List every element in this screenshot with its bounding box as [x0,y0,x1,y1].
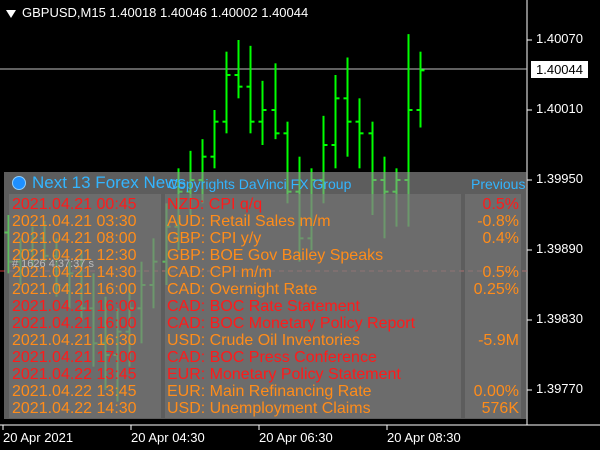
price-label: 1.39770 [536,381,583,396]
event-column [165,194,461,418]
news-event: CAD: BOC Press Conference [167,349,377,366]
previous-column-header: Previous [471,176,526,192]
ohlc-bar [258,80,267,145]
news-row[interactable]: 2021.04.22 14:30 USD: Unemployment Claims… [4,400,527,417]
copyright-text: Copyrights DaVinci FX Group [168,176,352,192]
spread-info: # 1626 4:37:37 s [12,258,94,270]
news-previous: -0.8% [477,213,519,230]
news-event: CAD: Overnight Rate [167,281,318,298]
news-previous: 0.4% [482,230,519,247]
time-label: 20 Apr 04:30 [131,430,205,445]
news-event: USD: Unemployment Claims [167,400,371,417]
news-panel-title: Next 13 Forex News [32,173,186,192]
price-label: 1.39830 [536,311,583,326]
news-time: 2021.04.21 00:45 [12,196,137,213]
news-event: GBP: BOE Gov Bailey Speaks [167,247,384,264]
ohlc-bar [343,57,352,157]
ohlc-bar [355,98,364,169]
price-label: 1.39950 [536,171,583,186]
news-panel[interactable]: Next 13 Forex News Copyrights DaVinci FX… [4,172,527,419]
news-previous: 0.25% [473,281,519,298]
dropdown-arrow-icon[interactable] [6,9,16,18]
news-time: 2021.04.21 14:30 [12,264,137,281]
time-column [9,194,161,418]
news-event: NZD: CPI q/q [167,196,263,213]
news-event: CAD: BOC Monetary Policy Report [167,315,416,332]
news-row[interactable]: 2021.04.22 13:45 EUR: Monetary Policy Sta… [4,366,527,383]
news-time: 2021.04.22 13:45 [12,383,137,400]
news-time: 2021.04.22 13:45 [12,366,137,383]
news-row[interactable]: 2021.04.21 17:00 CAD: BOC Press Conferenc… [4,349,527,366]
news-event: GBP: CPI y/y [167,230,262,247]
news-row[interactable]: 2021.04.21 16:00 CAD: BOC Rate Statement [4,298,527,315]
news-previous: 0.5% [482,264,519,281]
news-event: AUD: Retail Sales m/m [167,213,331,230]
news-row[interactable]: 2021.04.21 16:30 USD: Crude Oil Inventori… [4,332,527,349]
ohlc-bar [234,40,243,99]
ohlc-bar [222,51,231,134]
news-event: CAD: BOC Rate Statement [167,298,360,315]
news-event: CAD: CPI m/m [167,264,272,281]
ohlc-bar [331,75,340,169]
news-row[interactable]: 2021.04.22 13:45 EUR: Main Refinancing Ra… [4,383,527,400]
news-row[interactable]: 2021.04.21 00:45 NZD: CPI q/q 0.5% [4,196,527,213]
news-event: EUR: Main Refinancing Rate [167,383,372,400]
price-label: 1.40070 [536,31,583,46]
current-price-label: 1.40044 [531,61,588,78]
news-previous: 576K [481,400,519,417]
news-row[interactable]: 2021.04.21 08:00 GBP: CPI y/y 0.4% [4,230,527,247]
axis-ticks [2,39,532,430]
news-time: 2021.04.21 12:30 [12,247,137,264]
news-row[interactable]: 2021.04.21 16:00 CAD: BOC Monetary Policy… [4,315,527,332]
news-time: 2021.04.21 03:30 [12,213,137,230]
news-previous: 0.5% [482,196,519,213]
news-panel-header: Next 13 Forex News Copyrights DaVinci FX… [8,172,527,194]
news-time: 2021.04.21 16:00 [12,298,137,315]
ohlc-bar [246,45,255,134]
news-previous: -5.9M [478,332,519,349]
news-row[interactable]: 2021.04.21 16:00 CAD: Overnight Rate 0.25% [4,281,527,298]
ohlc-bar [210,110,219,169]
previous-column [465,194,521,418]
news-time: 2021.04.21 08:00 [12,230,137,247]
time-label: 20 Apr 08:30 [387,430,461,445]
news-event: EUR: Monetary Policy Statement [167,366,401,383]
price-label: 1.40010 [536,101,583,116]
news-time: 2021.04.21 16:30 [12,332,137,349]
time-label: 20 Apr 2021 [3,430,74,445]
chart-header: GBPUSD,M15 1.40018 1.40046 1.40002 1.400… [6,5,308,20]
time-label: 20 Apr 06:30 [259,430,333,445]
news-previous: 0.00% [473,383,519,400]
news-row[interactable]: 2021.04.21 03:30 AUD: Retail Sales m/m -0.… [4,213,527,230]
news-time: 2021.04.21 17:00 [12,349,137,366]
news-time: 2021.04.21 16:00 [12,281,137,298]
price-label: 1.39890 [536,241,583,256]
ohlc-bar [416,51,425,128]
news-event: USD: Crude Oil Inventories [167,332,360,349]
news-row[interactable]: 2021.04.21 14:30 CAD: CPI m/m 0.5% [4,264,527,281]
ohlc-bar [271,63,280,140]
news-time: 2021.04.21 16:00 [12,315,137,332]
globe-icon [12,176,26,190]
news-time: 2021.04.22 14:30 [12,400,137,417]
symbol-ohlc: GBPUSD,M15 1.40018 1.40046 1.40002 1.400… [22,5,309,20]
news-row[interactable]: 2021.04.21 12:30 GBP: BOE Gov Bailey Spea… [4,247,527,264]
